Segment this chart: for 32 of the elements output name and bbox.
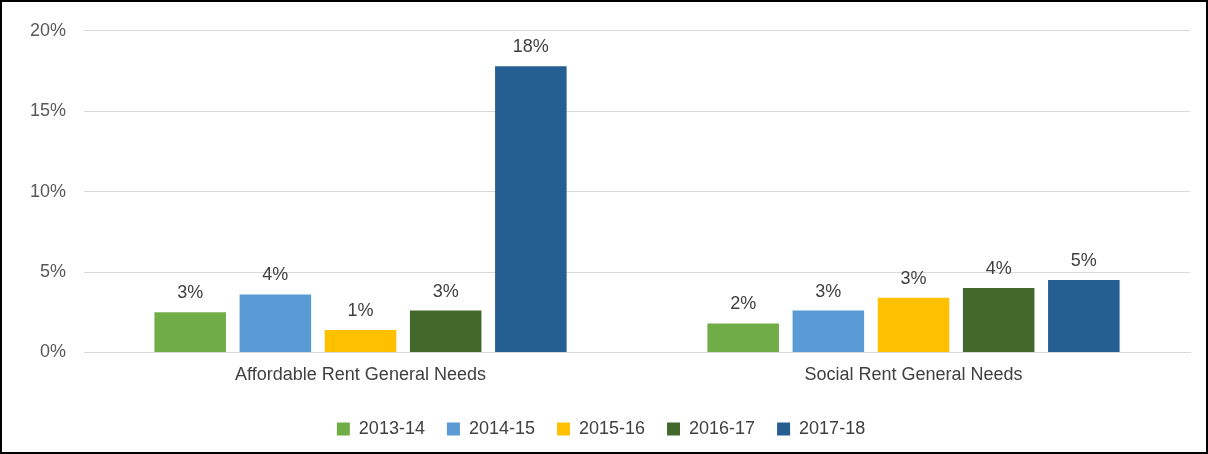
bar [792,310,865,352]
data-label: 3% [432,280,459,301]
legend-label: 2017-18 [799,417,866,438]
y-tick-label: 5% [40,260,67,281]
x-tick-label: Social Rent General Needs [804,364,1023,385]
legend-label: 2013-14 [358,417,425,438]
bar [324,329,397,352]
bar [154,312,226,352]
data-label: 3% [900,267,927,288]
data-label: 4% [985,258,1012,279]
y-tick-label: 20% [30,19,67,40]
legend-label: 2014-15 [468,417,535,438]
x-tick-label: Affordable Rent General Needs [235,364,486,385]
data-label: 2% [730,293,757,314]
y-tick-label: 0% [40,341,67,362]
data-label: 18% [512,36,549,57]
bar [877,297,950,352]
data-label: 4% [262,264,289,285]
legend-label: 2015-16 [578,417,646,438]
data-label: 3% [815,280,842,301]
legend-label: 2016-17 [689,417,756,438]
data-label: 3% [177,282,204,303]
bar [495,66,567,352]
bar [409,310,482,352]
bar [707,323,779,352]
bar [239,294,312,352]
y-tick-label: 15% [30,100,67,121]
data-label: 5% [1070,250,1097,271]
bar [1048,280,1120,352]
y-tick-label: 10% [30,180,67,201]
bar [962,288,1035,352]
data-label: 1% [347,299,374,320]
